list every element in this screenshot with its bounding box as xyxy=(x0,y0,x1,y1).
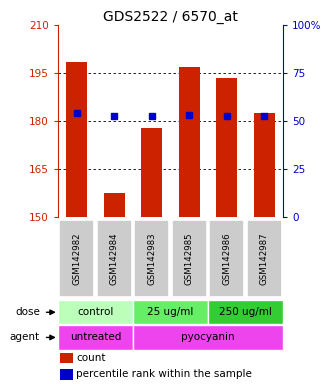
Bar xyxy=(179,67,200,217)
FancyBboxPatch shape xyxy=(171,220,207,297)
Bar xyxy=(60,369,72,379)
Bar xyxy=(60,353,72,364)
FancyBboxPatch shape xyxy=(59,220,94,297)
Text: GSM142984: GSM142984 xyxy=(110,232,119,285)
Text: dose: dose xyxy=(15,307,40,317)
FancyBboxPatch shape xyxy=(209,220,244,297)
FancyBboxPatch shape xyxy=(97,220,132,297)
Text: GSM142986: GSM142986 xyxy=(222,232,231,285)
FancyBboxPatch shape xyxy=(208,300,283,324)
FancyBboxPatch shape xyxy=(247,220,282,297)
Bar xyxy=(254,113,274,217)
Text: control: control xyxy=(77,307,114,317)
Text: GSM142987: GSM142987 xyxy=(260,232,269,285)
Text: GSM142985: GSM142985 xyxy=(185,232,194,285)
Text: 250 ug/ml: 250 ug/ml xyxy=(219,307,272,317)
Bar xyxy=(66,62,87,217)
FancyBboxPatch shape xyxy=(134,220,169,297)
Text: 25 ug/ml: 25 ug/ml xyxy=(147,307,194,317)
FancyBboxPatch shape xyxy=(58,300,133,324)
Bar xyxy=(141,127,162,217)
FancyBboxPatch shape xyxy=(58,325,133,349)
Bar xyxy=(216,78,237,217)
FancyBboxPatch shape xyxy=(133,325,283,349)
Text: GSM142982: GSM142982 xyxy=(72,232,81,285)
Text: pyocyanin: pyocyanin xyxy=(181,333,235,343)
Text: count: count xyxy=(76,353,106,363)
Bar xyxy=(104,193,124,217)
Title: GDS2522 / 6570_at: GDS2522 / 6570_at xyxy=(103,10,238,24)
Text: agent: agent xyxy=(10,333,40,343)
Text: percentile rank within the sample: percentile rank within the sample xyxy=(76,369,252,379)
FancyBboxPatch shape xyxy=(133,300,208,324)
Text: GSM142983: GSM142983 xyxy=(147,232,156,285)
Text: untreated: untreated xyxy=(70,333,121,343)
